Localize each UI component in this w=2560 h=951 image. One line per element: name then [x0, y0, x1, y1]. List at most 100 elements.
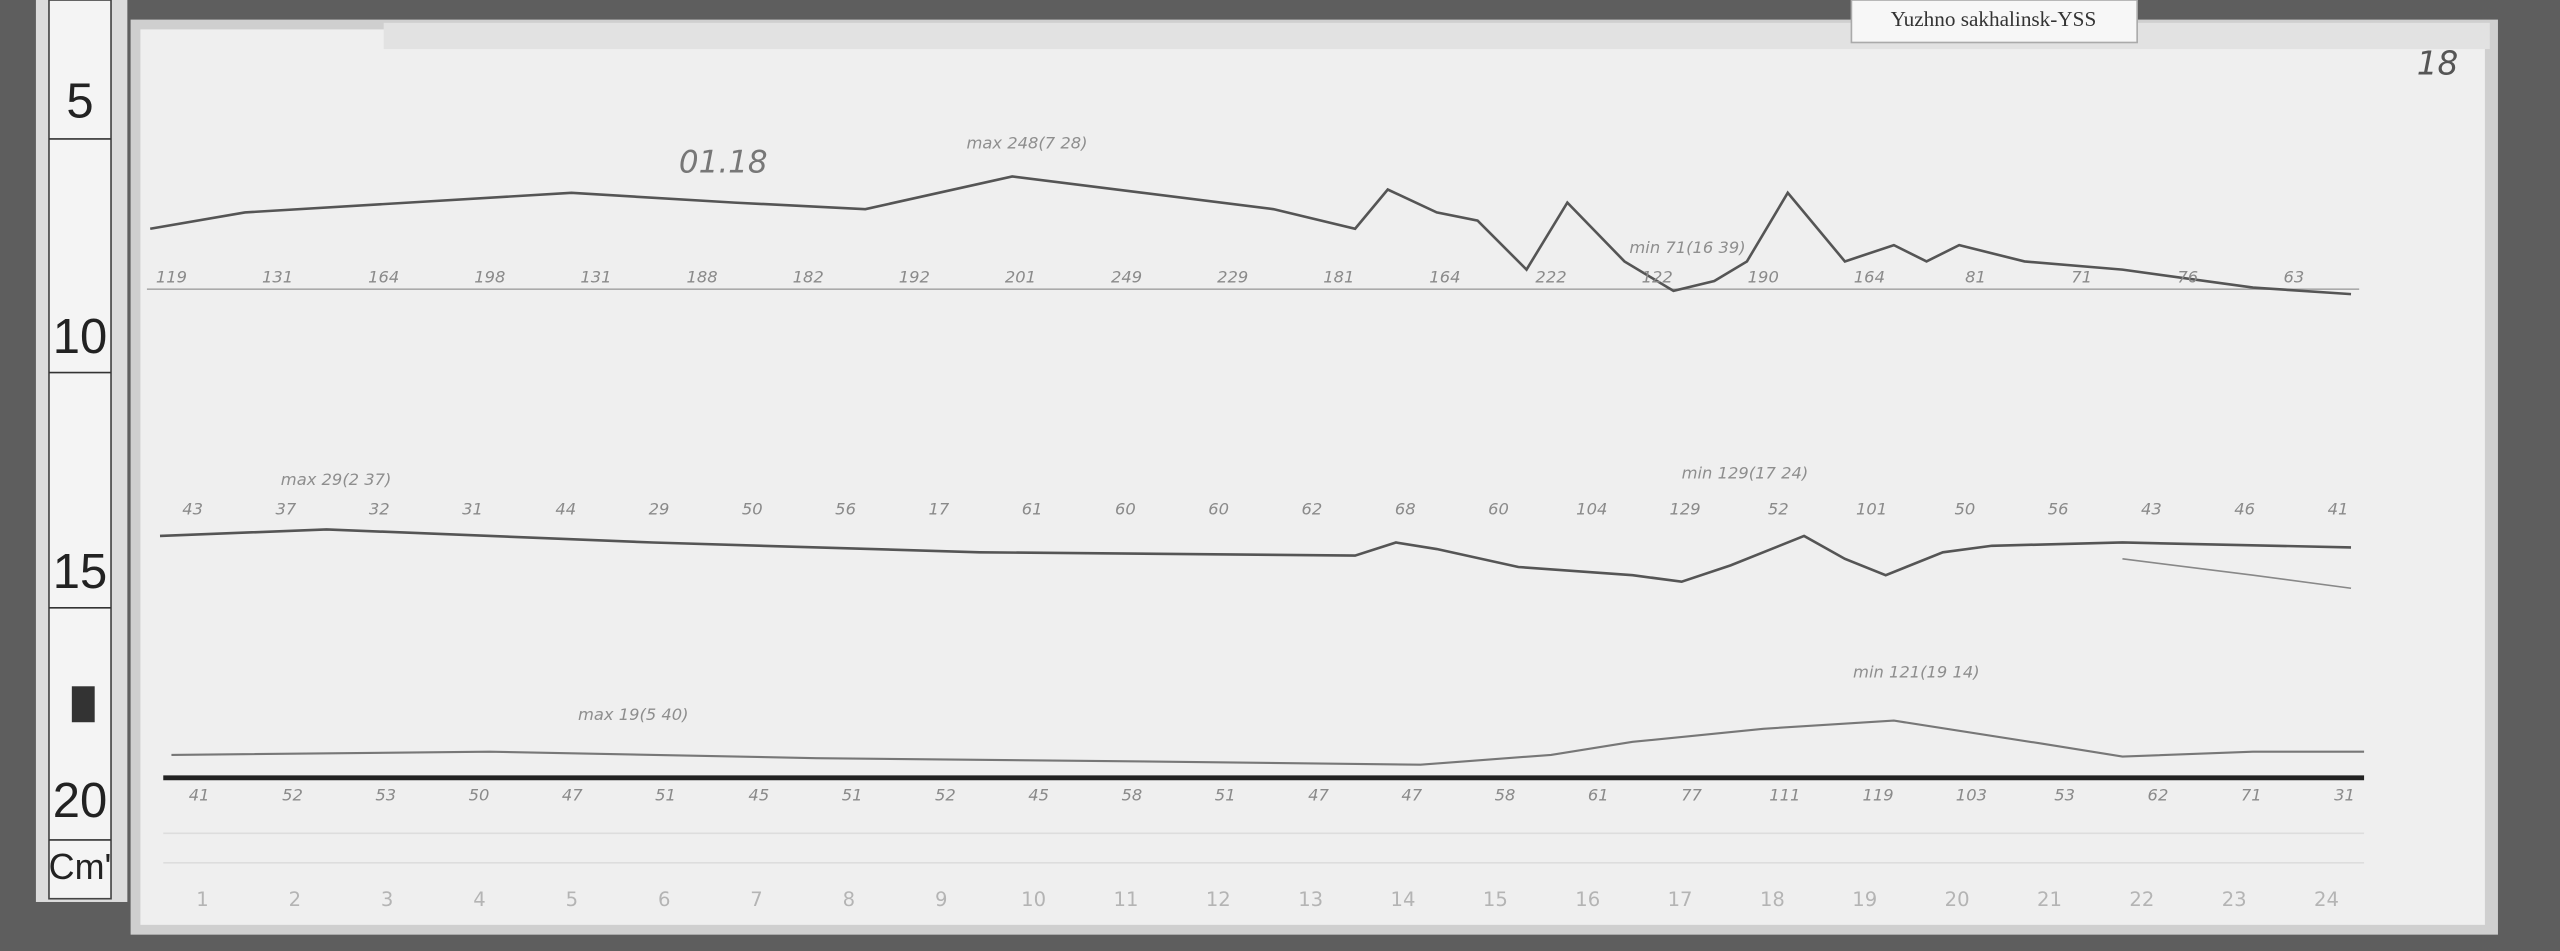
- hand-value: 222: [1535, 267, 1566, 286]
- hand-value: 31: [462, 499, 483, 518]
- date-mark: 01.18: [679, 144, 768, 180]
- station-label: Yuzhno sakhalinsk-YSS: [1891, 7, 2097, 31]
- hand-value: 50: [469, 785, 490, 804]
- hour-labels: 1 2 3 4 5 6 7 8 9 10 11 12 13 14 15 16 17 18 19 20 21 22 23 24: [196, 888, 2339, 911]
- hour-label: 24: [2314, 888, 2339, 911]
- hand-value: 62: [2148, 785, 2169, 804]
- hand-value: 60: [1115, 499, 1136, 518]
- ruler-labels: 5 10 15 20 Cm': [49, 75, 112, 887]
- hand-value: 201: [1005, 267, 1036, 286]
- ruler-label: Cm': [49, 846, 112, 887]
- hour-label: 2: [289, 888, 301, 911]
- hand-value: 56: [2048, 499, 2069, 518]
- hand-value: 182: [793, 267, 824, 286]
- hand-value: 50: [1954, 499, 1975, 518]
- annotation: max 19(5 40): [578, 705, 689, 724]
- hour-label: 1: [196, 888, 208, 911]
- hour-label: 4: [473, 888, 485, 911]
- hand-value: 60: [1488, 499, 1509, 518]
- annotation: min 129(17 24): [1682, 463, 1809, 482]
- hand-value: 104: [1576, 499, 1607, 518]
- hand-value: 52: [935, 785, 956, 804]
- hand-value: 111: [1769, 785, 1800, 804]
- hand-value: 41: [189, 785, 210, 804]
- hand-value: 131: [262, 267, 293, 286]
- annotations: max 248(7 28) min 71(16 39) max 29(2 37) mi…: [281, 133, 1980, 724]
- hand-value: 103: [1956, 785, 1987, 804]
- hand-value: 44: [555, 499, 576, 518]
- hand-value: 61: [1022, 499, 1043, 518]
- hand-value: 51: [1215, 785, 1236, 804]
- hour-label: 20: [1945, 888, 1970, 911]
- hand-value: 46: [2234, 499, 2255, 518]
- hand-values: 119 131 164 198 131 188 182 192 201 249 229 181 164 2…: [156, 267, 2355, 804]
- hand-value: 17: [928, 499, 949, 518]
- trace-z: [171, 719, 2365, 766]
- hand-value: 192: [899, 267, 930, 286]
- hand-value: 45: [1028, 785, 1049, 804]
- annotation: min 121(19 14): [1853, 663, 1980, 682]
- hand-value: 51: [842, 785, 863, 804]
- hand-value: 164: [1854, 267, 1885, 286]
- hand-value: 43: [182, 499, 203, 518]
- hand-value: 229: [1217, 267, 1248, 286]
- hour-label: 12: [1206, 888, 1231, 911]
- hand-value: 68: [1395, 499, 1416, 518]
- hand-value: 47: [1308, 785, 1329, 804]
- hand-value: 32: [369, 499, 390, 518]
- hour-label: 8: [843, 888, 855, 911]
- hand-value: 50: [742, 499, 763, 518]
- hour-label: 22: [2129, 888, 2154, 911]
- hand-value: 249: [1111, 267, 1142, 286]
- annotation: max 29(2 37): [281, 470, 392, 489]
- hour-label: 3: [381, 888, 393, 911]
- ruler-label: 15: [53, 545, 107, 599]
- hour-label: 18: [1760, 888, 1785, 911]
- hour-label: 16: [1575, 888, 1600, 911]
- hand-value: 53: [2054, 785, 2075, 804]
- ruler-marker: [71, 686, 95, 723]
- hand-value: 58: [1495, 785, 1516, 804]
- hand-value: 47: [562, 785, 583, 804]
- hand-value: 131: [580, 267, 611, 286]
- hand-value: 51: [655, 785, 676, 804]
- hand-value: 61: [1588, 785, 1609, 804]
- hand-value: 71: [2241, 785, 2262, 804]
- hour-label: 23: [2222, 888, 2247, 911]
- hour-label: 11: [1113, 888, 1138, 911]
- station-label-box: [1850, 0, 2138, 44]
- hour-label: 5: [566, 888, 578, 911]
- hour-label: 17: [1668, 888, 1693, 911]
- hand-value: 181: [1323, 267, 1354, 286]
- hour-label: 14: [1391, 888, 1416, 911]
- hand-value: 122: [1642, 267, 1673, 286]
- hand-value: 119: [1863, 785, 1894, 804]
- hour-label: 10: [1021, 888, 1046, 911]
- hand-value: 43: [2141, 499, 2162, 518]
- trace-h: [149, 175, 2352, 296]
- ruler-label: 5: [66, 75, 93, 129]
- hand-value: 45: [748, 785, 769, 804]
- hour-label: 9: [935, 888, 947, 911]
- hand-value: 63: [2283, 267, 2304, 286]
- hand-value: 101: [1856, 499, 1887, 518]
- hour-label: 13: [1298, 888, 1323, 911]
- hand-value: 164: [368, 267, 399, 286]
- hand-value: 60: [1208, 499, 1229, 518]
- hand-value: 76: [2177, 267, 2198, 286]
- hand-value: 81: [1965, 267, 1986, 286]
- hand-value: 41: [2328, 499, 2349, 518]
- hand-value: 71: [2071, 267, 2092, 286]
- sheet-number: 18: [2417, 44, 2459, 82]
- hand-value: 188: [686, 267, 717, 286]
- hour-label: 19: [1852, 888, 1877, 911]
- ruler: [48, 0, 112, 900]
- hand-value: 31: [2334, 785, 2355, 804]
- hand-value: 164: [1429, 267, 1460, 286]
- hand-value: 129: [1669, 499, 1700, 518]
- annotation: min 71(16 39): [1629, 238, 1745, 257]
- ruler-label: 10: [53, 310, 107, 364]
- hour-label: 15: [1483, 888, 1508, 911]
